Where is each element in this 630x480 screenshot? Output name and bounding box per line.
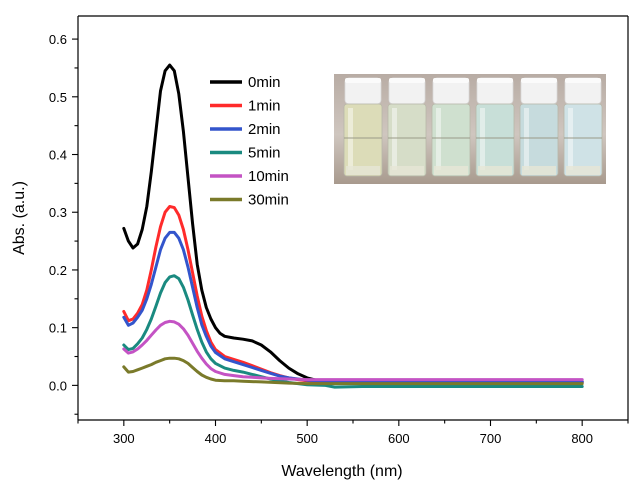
x-axis-title: Wavelength (nm) [281, 463, 402, 480]
legend-label: 2min [248, 121, 281, 138]
y-tick-label: 0.4 [49, 148, 67, 163]
x-tick-label: 500 [296, 431, 318, 446]
y-ticks: 0.0 0.1 0.2 0.3 0.4 0.5 0.6 [49, 32, 78, 415]
legend-label: 1min [248, 98, 281, 115]
y-tick-label: 0.3 [49, 205, 67, 220]
y-tick-label: 0.1 [49, 321, 67, 336]
vials-photo [334, 74, 606, 184]
series-line-10min [122, 319, 584, 382]
series-line-30min [122, 356, 584, 386]
vial [431, 77, 471, 177]
vial [343, 77, 383, 177]
x-tick-label: 600 [388, 431, 410, 446]
y-tick-label: 0.2 [49, 263, 67, 278]
legend-label: 0min [248, 74, 281, 91]
legend-label: 10min [248, 168, 289, 185]
x-tick-label: 700 [480, 431, 502, 446]
series-line-5min [122, 274, 584, 389]
vial [563, 77, 603, 177]
legend-label: 5min [248, 145, 281, 162]
y-tick-label: 0.0 [49, 378, 67, 393]
legend-label: 30min [248, 192, 289, 209]
series-line-2min [122, 230, 584, 384]
y-tick-label: 0.6 [49, 32, 67, 47]
x-ticks: 300 400 500 600 700 800 [77, 420, 629, 446]
vial [475, 77, 515, 177]
y-tick-label: 0.5 [49, 90, 67, 105]
legend: 0min 1min 2min 5min 10min 30min [210, 74, 289, 209]
x-tick-label: 400 [205, 431, 227, 446]
vial [519, 77, 559, 177]
y-axis-title: Abs. (a.u.) [11, 181, 28, 255]
x-tick-label: 300 [113, 431, 135, 446]
vial [387, 77, 427, 177]
x-tick-label: 800 [571, 431, 593, 446]
series-lines [122, 63, 584, 389]
